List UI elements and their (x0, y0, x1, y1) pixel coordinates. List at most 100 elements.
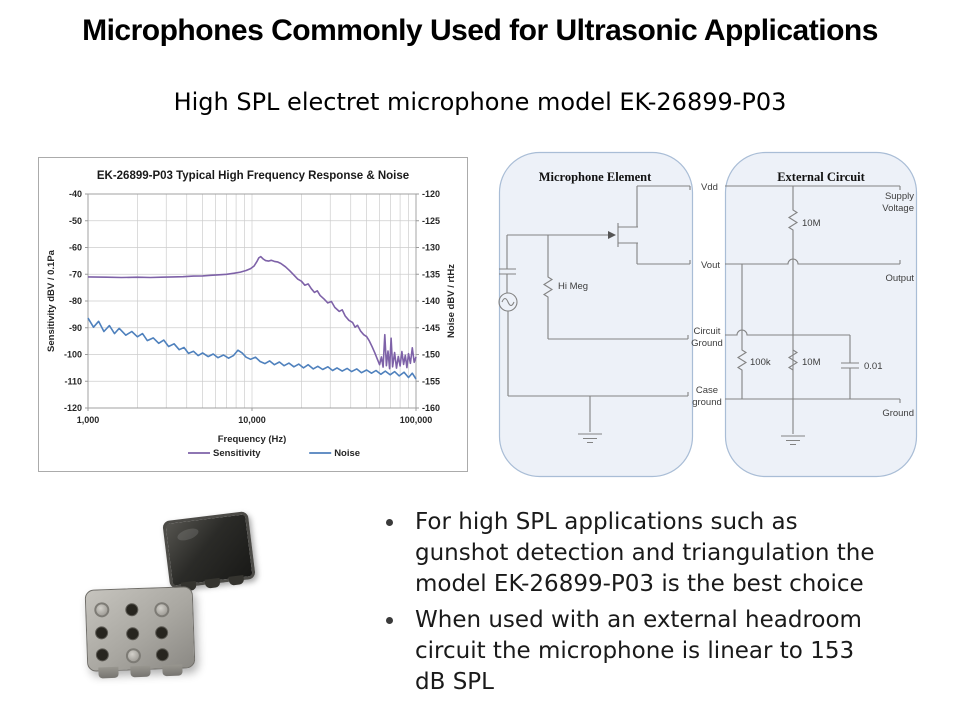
y2-axis-title: Noise dBV / rtHz (446, 264, 457, 338)
output-rail-wire (725, 258, 901, 265)
frequency-response-chart: -40 -50 -60 -70 -80 -90 -100 -110 -120 -120 -125 -1… (38, 157, 468, 472)
y2-axis-tick-label: -150 (422, 350, 440, 360)
output-label: Output (885, 273, 914, 284)
y-axis-tick-label: -40 (69, 189, 82, 199)
port-hole (125, 627, 140, 641)
vout-wire (618, 242, 691, 265)
microphone-element-title: Microphone Element (539, 170, 652, 184)
jfet-gate-arrow-icon (608, 231, 616, 239)
y-axis-tick-label: -50 (69, 216, 82, 226)
y2-axis-tick-label: -125 (422, 216, 440, 226)
screw (94, 602, 110, 618)
load-resistor-icon (736, 264, 748, 399)
page-title: Microphones Commonly Used for Ultrasonic… (82, 14, 878, 47)
sensitivity-line (87, 255, 417, 370)
circuit-ground-label: Ground (691, 338, 723, 349)
y-axis-tick-label: -80 (69, 296, 82, 306)
load-resistor-label: 100k (750, 357, 771, 368)
port-hole (95, 648, 110, 662)
mount-tab (98, 666, 119, 679)
vout-label: Vout (701, 260, 720, 271)
y2-axis-tick-label: -130 (422, 243, 440, 253)
x-axis-tick-label: 1,000 (77, 415, 100, 425)
bullet-line: dB SPL (415, 669, 494, 695)
x-axis-title: Frequency (Hz) (218, 434, 287, 445)
chart-canvas: -40 -50 -60 -70 -80 -90 -100 -110 -120 -120 -125 -1… (38, 157, 468, 472)
bias-resistor-label: 10M (802, 218, 821, 229)
y2-axis-tick-label: -145 (422, 323, 440, 333)
glint (175, 526, 200, 543)
y-axis-title: Sensitivity dBV / 0.1Pa (46, 249, 57, 352)
external-circuit-title: External Circuit (777, 170, 865, 184)
bullet-marker-icon (386, 617, 393, 624)
y-axis-tick-label: -120 (64, 403, 82, 413)
divider-resistor-icon (787, 349, 799, 371)
y2-axis-tick-label: -160 (422, 403, 440, 413)
circuit-ground-label: Circuit (694, 326, 721, 337)
chart-title: EK-26899-P03 Typical High Frequency Resp… (97, 170, 409, 182)
circuit-canvas: Microphone Element External Circuit (498, 151, 918, 478)
microphone-unit-back (162, 511, 256, 592)
legend-label: Noise (334, 448, 360, 459)
circuit-diagram: Microphone Element External Circuit (498, 150, 920, 482)
ac-sine-icon (501, 297, 515, 307)
x-axis-tick-label: 10,000 (238, 415, 266, 425)
y-axis-tick-label: -70 (69, 269, 82, 279)
supply-voltage-label: Voltage (882, 203, 914, 214)
bullet-line: model EK-26899-P03 is the best choice (415, 571, 864, 597)
bullet-line: When used with an external headroom (415, 607, 862, 633)
y2-axis-tick-label: -155 (422, 376, 440, 386)
port-hole (154, 626, 169, 640)
external-circuit-panel (724, 151, 918, 478)
vdd-wire (618, 185, 691, 228)
mount-tab (130, 665, 151, 678)
hi-meg-resistor-icon (542, 235, 689, 340)
bullet-line: For high SPL applications such as (415, 509, 798, 535)
supply-rail-wire (725, 185, 901, 190)
hi-meg-label: Hi Meg (558, 281, 588, 292)
solder-pad (228, 575, 245, 586)
bullet-list: For high SPL applications such as gunsho… (383, 507, 943, 703)
y-axis-tick-label: -100 (64, 350, 82, 360)
ground-symbol-icon (781, 399, 805, 446)
vdd-label: Vdd (701, 182, 718, 193)
bullet-marker-icon (386, 519, 393, 526)
bullet-item: For high SPL applications such as gunsho… (383, 507, 943, 600)
bias-capacitor-icon (725, 329, 859, 399)
microphone-photo (80, 500, 340, 710)
y2-axis-tick-label: -120 (422, 189, 440, 199)
port-hole (125, 603, 139, 617)
microphone-unit-front (84, 586, 196, 679)
noise-line (87, 317, 417, 380)
ground-symbol-icon (578, 396, 602, 444)
bullet-line: circuit the microphone is linear to 153 (415, 638, 855, 664)
mount-tab (162, 664, 183, 677)
bullet-item: When used with an external headroom circ… (383, 605, 943, 698)
cap-value-label: 0.01 (864, 361, 883, 372)
divider-resistor-label: 10M (802, 357, 821, 368)
x-axis-tick-label: 100,000 (400, 415, 433, 425)
port-hole (155, 648, 170, 662)
y2-axis-tick-label: -140 (422, 296, 440, 306)
legend-label: Sensitivity (213, 448, 261, 459)
chart-border (38, 157, 468, 472)
subtitle: High SPL electret microphone model EK-26… (173, 88, 787, 116)
bias-resistor-icon (787, 186, 799, 399)
case-ground-label: Case (696, 385, 718, 396)
port-hole (94, 626, 109, 640)
ground-label: Ground (882, 408, 914, 419)
supply-voltage-label: Supply (885, 191, 914, 202)
screw (154, 601, 170, 618)
y-axis-tick-label: -110 (64, 376, 82, 386)
capacitor-icon (499, 235, 516, 293)
ground-rail-wire (725, 398, 901, 403)
y-axis-tick-label: -60 (69, 243, 82, 253)
microphone-element-panel (498, 151, 694, 478)
screw (125, 647, 142, 664)
case-ground-label: ground (692, 397, 722, 408)
y-axis-tick-label: -90 (69, 323, 82, 333)
y2-axis-tick-label: -135 (422, 269, 440, 279)
case-ground-wire (507, 311, 689, 397)
solder-pad (204, 577, 221, 589)
